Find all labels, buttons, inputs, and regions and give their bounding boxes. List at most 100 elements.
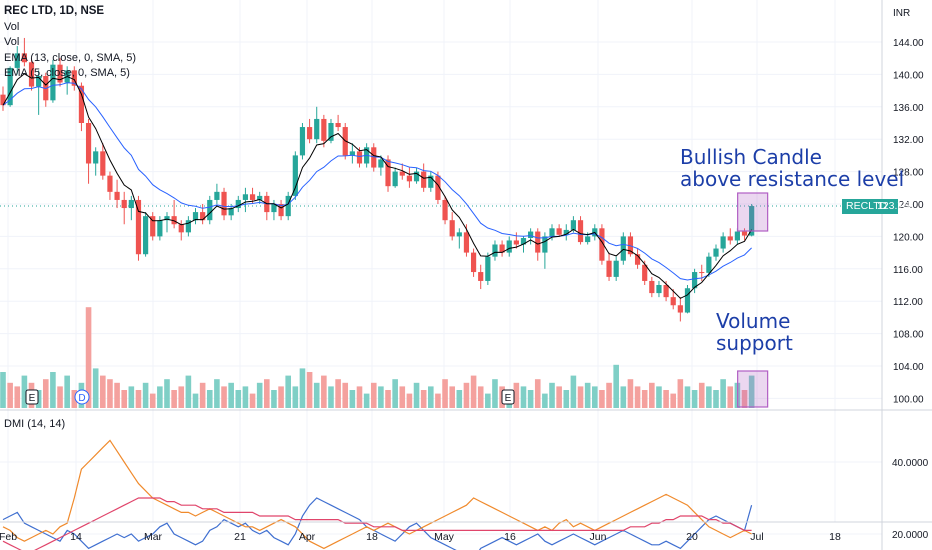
candle-body [392,171,398,187]
volume-bar [392,379,398,408]
candle-body [585,236,591,243]
candle-body [328,123,334,141]
di_minus-line [2,439,752,550]
volume-bar [720,379,726,408]
candle-body [356,151,363,164]
candle-body [399,171,405,176]
candle-body [442,199,448,221]
candle-body [114,191,120,200]
volume-bar [35,390,42,408]
volume-bar [606,382,612,408]
price-tick-label: 108.00 [893,330,924,341]
candle-body [406,175,413,182]
time-tick-label: 18 [366,531,378,543]
volume-bar [192,393,199,408]
volume-bar [684,386,691,408]
volume-bar [385,390,391,408]
volume-bar [107,379,113,408]
candle-body [749,206,755,236]
volume-bar [706,386,712,408]
price-tag-value: 123.75 [877,200,910,212]
dmi-layer [2,439,753,550]
dividend-marker-label: D [78,393,85,404]
volume-bar [584,382,591,408]
time-tick-label: 16 [504,531,516,543]
volume-bar [149,393,156,408]
earnings-marker-label: E [505,393,512,404]
candle-body [299,127,306,156]
candle-body [478,272,484,281]
volume-bar [42,379,49,408]
volume-bar [142,382,149,408]
candle-body [14,53,20,68]
time-tick-label: Apr [299,531,316,543]
candle-body [563,229,569,235]
price-tick-label: 144.00 [893,38,924,49]
volume-bar [335,379,341,408]
legend-line-vol-1: Vol [4,20,20,33]
bullish-candle-annotation: Bullish Candle above resistance level [680,146,904,190]
candle-body [107,175,113,192]
candle-body [121,199,127,209]
candle-body [292,155,298,196]
volume-bar [641,390,648,408]
volume-bar [349,390,356,408]
price-tick-label: 120.00 [893,232,924,243]
volume-bar [492,379,498,408]
earnings-marker-label: E [29,393,36,404]
time-tick-label: 14 [70,531,82,543]
volume-bar [114,382,120,408]
candle-body [463,232,470,253]
price-tick-label: 112.00 [893,297,923,308]
volume-bar [264,379,270,408]
volume-bar [313,382,320,408]
volume-bar [271,390,277,408]
candle-body [449,220,455,237]
volume-bar [50,372,56,408]
volume-bar [92,368,99,408]
volume-bar [199,382,206,408]
candle-body [492,244,498,257]
time-tick-label: Mar [144,531,163,543]
volume-bar [477,386,484,408]
candle-body [207,199,213,221]
volume-bar [442,379,448,408]
time-tick-label: 20 [686,531,698,543]
volume-bar [663,390,669,408]
volume-bar [613,364,619,408]
volume-bar [470,375,477,408]
candle-body [321,118,327,141]
volume-bar [378,386,384,408]
volume-bar [299,368,306,408]
candle-body [663,285,669,298]
candle-body [741,231,748,236]
candle-body [706,256,712,273]
earnings-marker [501,389,515,405]
volume-bar [563,390,570,408]
candle-body [485,256,491,281]
price-tag-ticker: RECLTD [846,200,888,212]
price-tick-label: 136.00 [893,103,924,114]
breakout-candle-highlight [737,192,769,232]
volume-bar [278,386,284,408]
volume-bar [599,390,605,408]
currency-label: INR [893,8,910,19]
candle-body [85,123,92,164]
candle-body [470,252,477,273]
volume-bar [577,386,584,408]
candle-body [192,212,199,221]
earnings-marker [25,389,39,405]
volume-bar [71,390,78,408]
candle-body [50,64,56,101]
time-tick-label: 21 [234,531,246,543]
volume-bar [449,386,455,408]
volume-bar [57,386,63,408]
candle-body [549,228,555,237]
dividend-marker [74,389,90,405]
candle-body [249,194,256,200]
volume-bar [485,393,491,408]
volume-bar [656,386,662,408]
volume-bar [14,386,21,408]
